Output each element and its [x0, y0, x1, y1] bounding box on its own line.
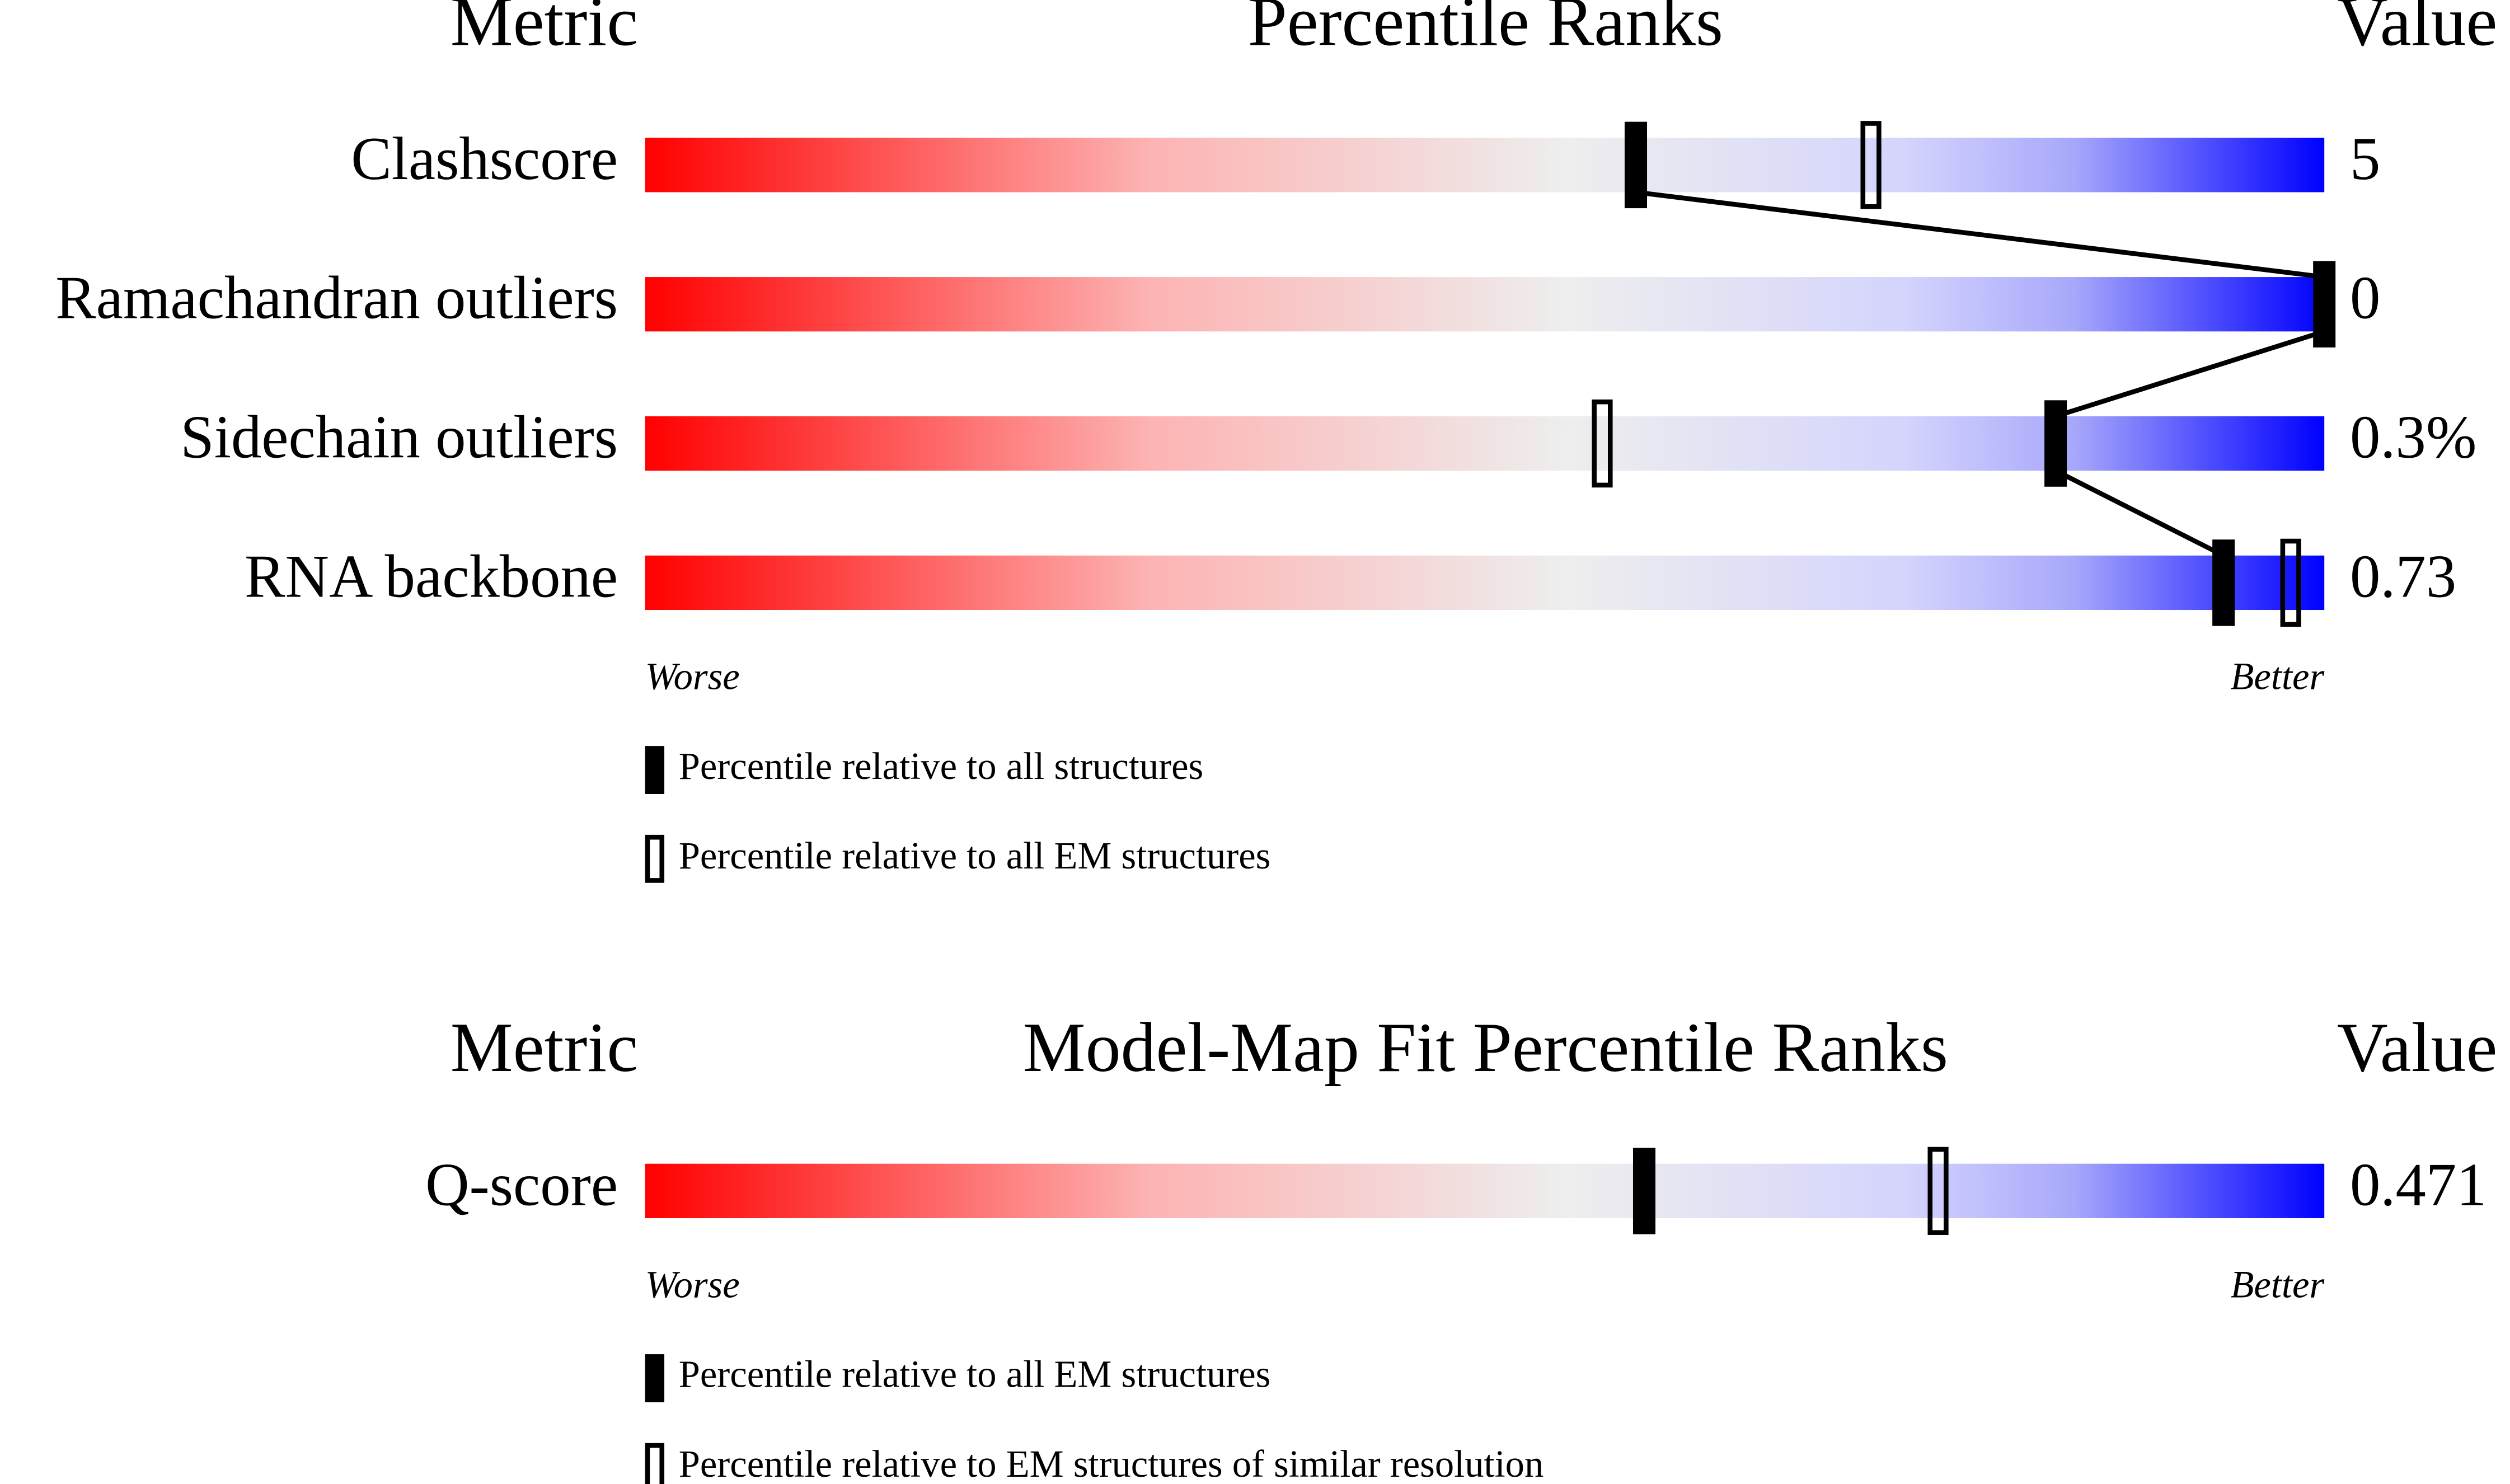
slider-bar: [645, 138, 2325, 192]
legend-open-icon: [645, 1443, 665, 1484]
legend-open-icon: [645, 834, 665, 883]
slider-bar: [645, 277, 2325, 332]
open-marker: [1592, 399, 1613, 488]
metric-label: Sidechain outliers: [180, 403, 618, 471]
open-marker: [1860, 121, 1882, 209]
metric-value: 0.471: [2350, 1150, 2487, 1218]
header-metric: Metric: [451, 0, 638, 61]
metric-label: Clashscore: [351, 125, 618, 192]
connector: [1635, 190, 2325, 280]
slider-bar: [645, 555, 2325, 610]
metric-label: RNA backbone: [245, 542, 618, 610]
better-label: Better: [2231, 655, 2325, 698]
slider-bar: [645, 416, 2325, 471]
header-title: Model-Map Fit Percentile Ranks: [1023, 1009, 1948, 1087]
legend-open: Percentile relative to EM structures of …: [679, 1443, 1544, 1484]
metric-label: Ramachandran outliers: [55, 264, 618, 332]
legend-filled: Percentile relative to all structures: [679, 745, 1204, 787]
legend-filled-icon: [645, 1354, 665, 1402]
metric-value: 0.3%: [2350, 403, 2476, 471]
legend-filled: Percentile relative to all EM structures: [679, 1353, 1271, 1396]
better-label: Better: [2231, 1264, 2325, 1306]
header-metric: Metric: [451, 1009, 638, 1087]
metric-label: Q-score: [425, 1150, 618, 1218]
open-marker: [2280, 538, 2301, 627]
worse-label: Worse: [645, 1264, 740, 1306]
header-value: Value: [2337, 0, 2498, 61]
worse-label: Worse: [645, 655, 740, 698]
metric-value: 5: [2350, 125, 2380, 192]
legend-filled-icon: [645, 746, 665, 794]
connector: [2054, 468, 2225, 558]
filled-marker: [1632, 1148, 1656, 1234]
metric-value: 0: [2350, 264, 2380, 332]
header-title: Percentile Ranks: [1248, 0, 1723, 61]
legend-open: Percentile relative to all EM structures: [679, 834, 1271, 877]
open-marker: [1927, 1147, 1949, 1235]
connector: [2054, 329, 2325, 419]
slider-bar: [645, 1163, 2325, 1218]
header-value: Value: [2337, 1009, 2498, 1087]
metric-value: 0.73: [2350, 542, 2456, 610]
